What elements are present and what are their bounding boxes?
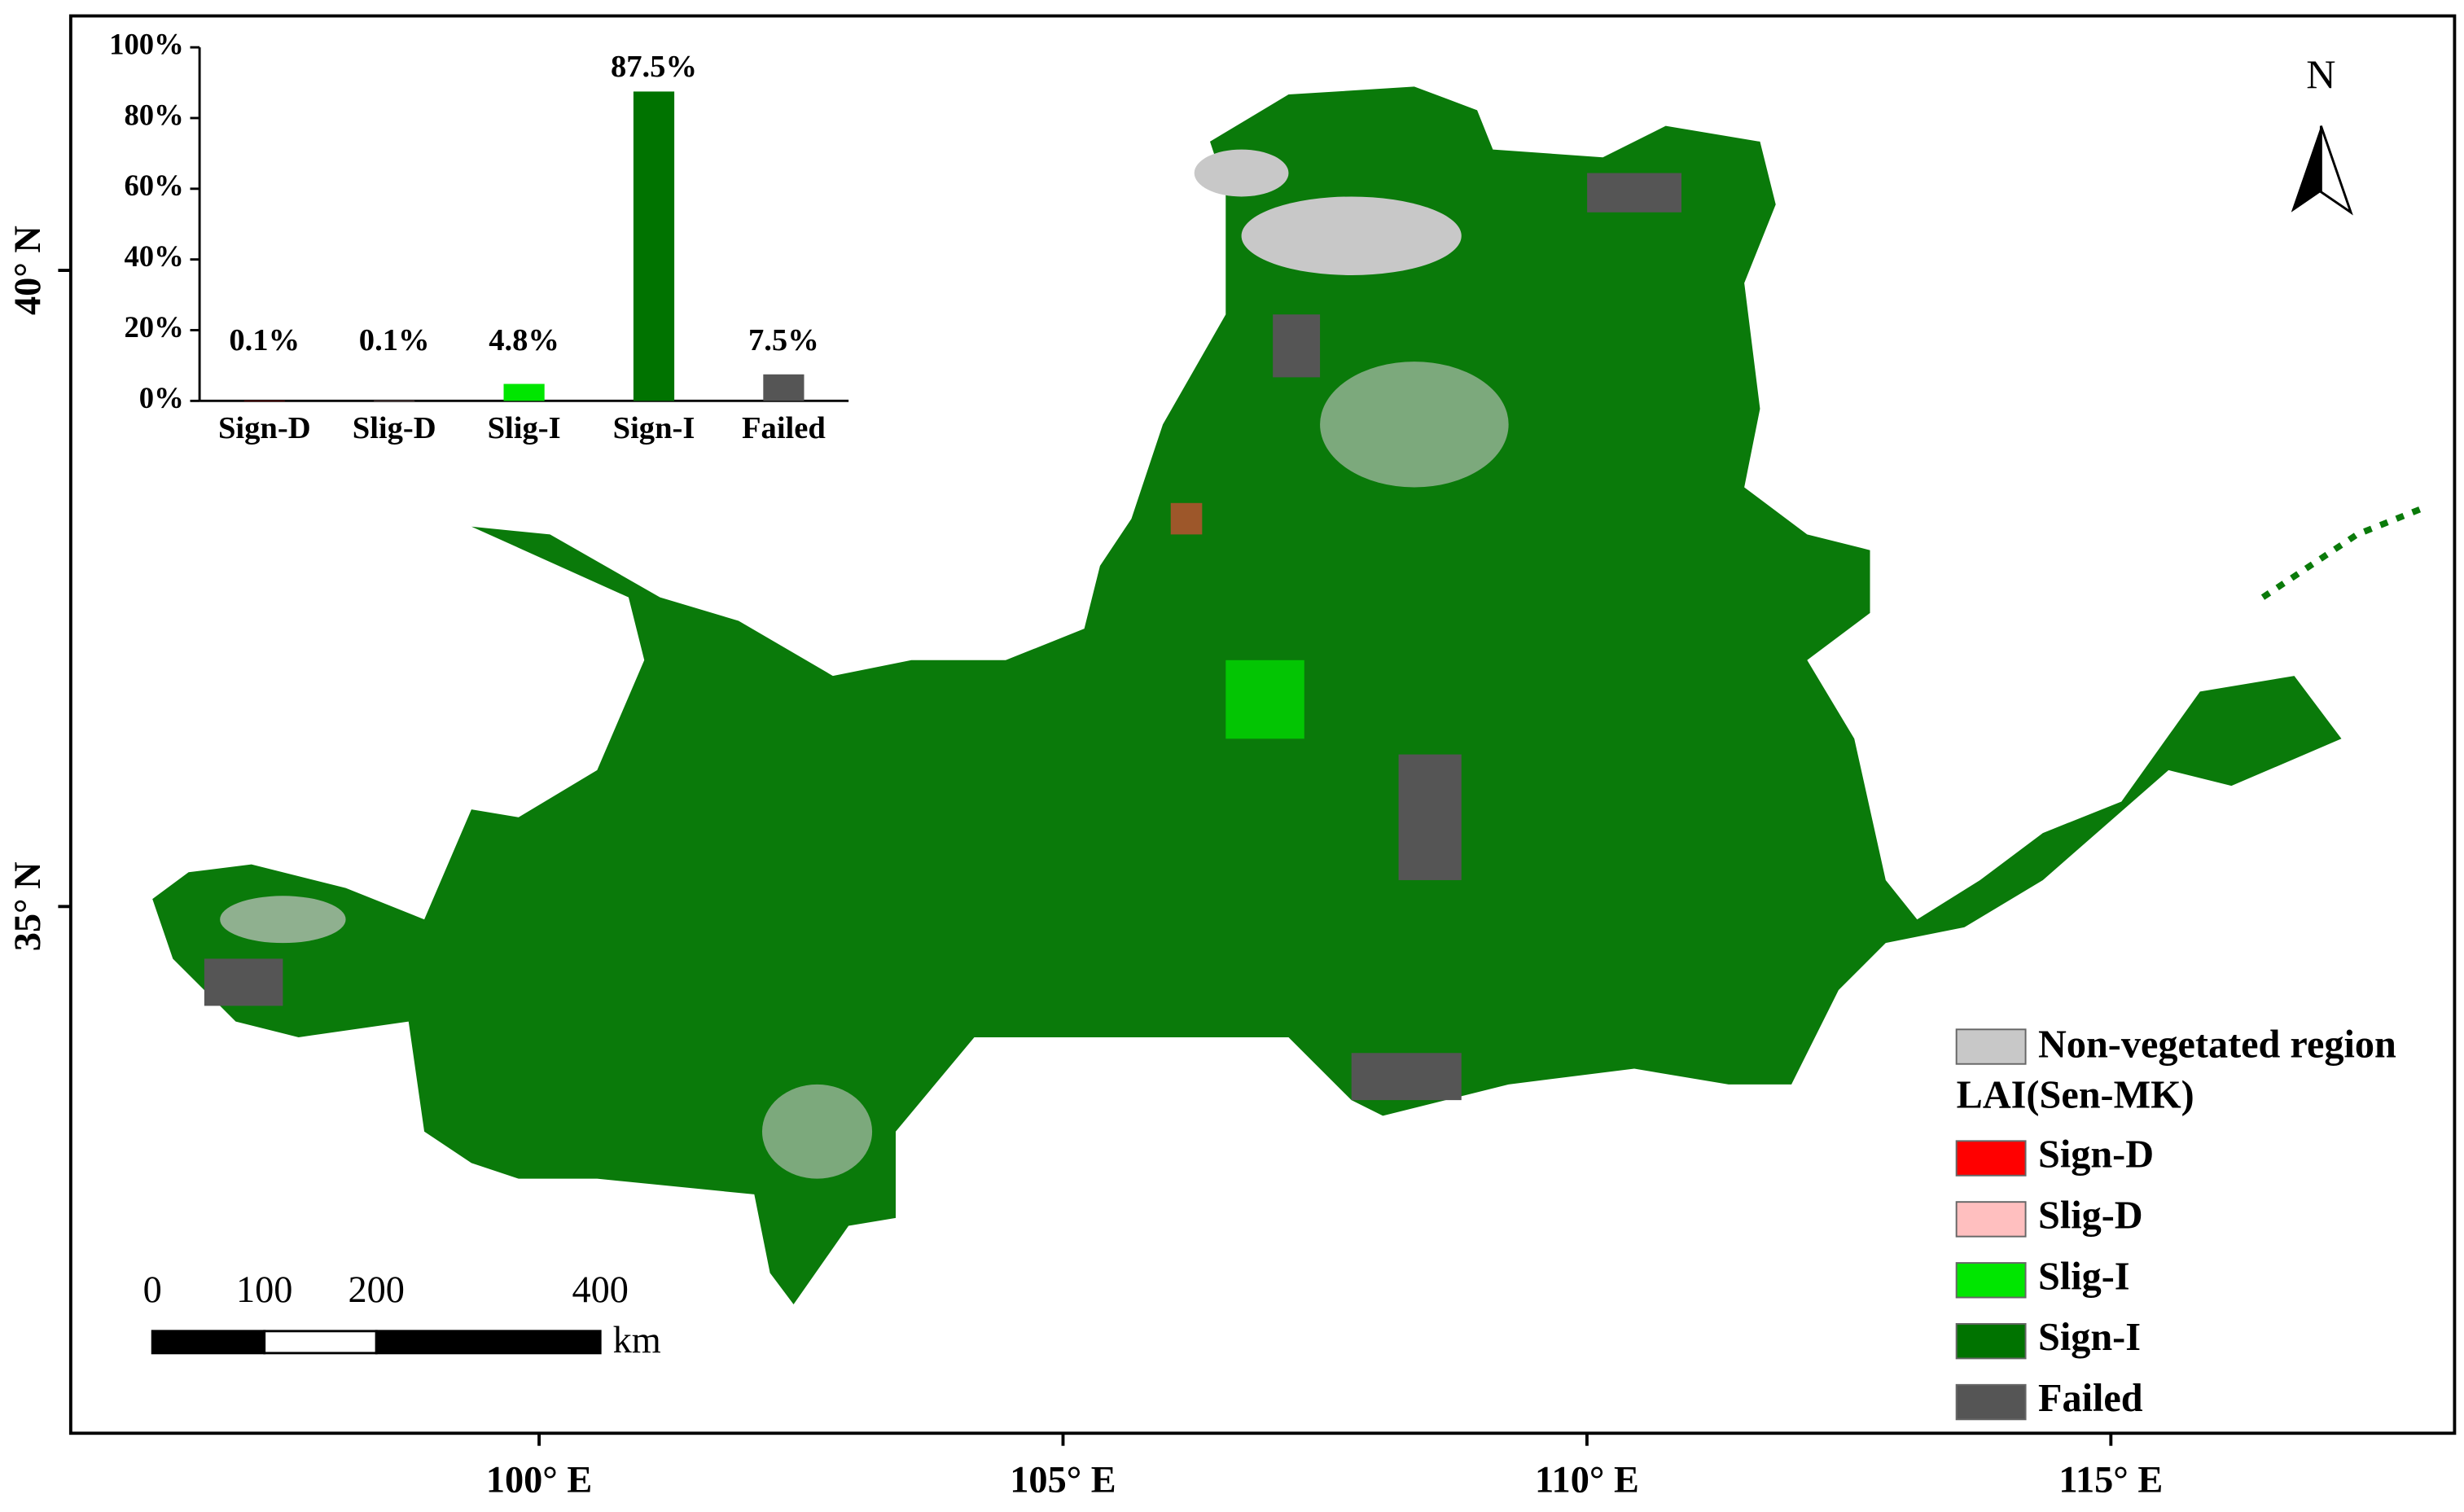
failed-patch [1351,1053,1462,1101]
non-veg-patch [220,896,346,944]
region [152,86,2430,1305]
legend-label: Failed [2038,1377,2143,1420]
north-arrow-right [2319,125,2353,216]
scale-segment [375,1330,602,1355]
scale-label: 100 [236,1269,292,1311]
value-label: 0.1% [359,323,430,357]
y-tick-label: 0% [139,381,184,414]
value-label: 4.8% [489,323,559,357]
scale-segment [151,1330,266,1355]
sign-d-patch [1170,502,1203,535]
y-tick-label: 60% [124,169,183,202]
region-strip [2260,503,2430,600]
scale-label: 400 [572,1269,628,1311]
non-veg-patch [1194,149,1289,197]
value-label: 0.1% [229,323,300,357]
bar [633,91,675,401]
x-tick-label: 110° E [1535,1460,1639,1501]
scale-segment [263,1330,378,1355]
y-tick-label: 40% [124,239,183,273]
x-tick-label: 115° E [2058,1460,2163,1501]
legend-label: Slig-I [2038,1255,2130,1298]
legend-swatch [1955,1028,2027,1065]
legend-swatch [1955,1383,2027,1421]
value-label: 87.5% [611,50,697,84]
x-tick-label: Slig-D [353,411,436,445]
bar [763,374,805,401]
legend-label: Slig-D [2038,1194,2143,1237]
y-tick-label: 35° N [7,861,49,951]
y-tick-label: 20% [124,310,183,344]
non-veg-patch [1241,196,1462,275]
legend-label: Sign-I [2038,1316,2141,1359]
non-veg-patch [761,1084,873,1179]
y-tick-label: 80% [124,98,183,131]
scale-unit: km [613,1320,661,1361]
scale-label: 200 [348,1269,404,1311]
y-tick-label: 40° N [7,226,49,315]
slig-i-patch [1225,660,1304,739]
failed-patch [1398,754,1462,880]
bar [503,383,545,401]
failed-patch [204,958,283,1006]
legend-title: LAI(Sen-MK) [1957,1073,2194,1116]
x-tick-label: Sign-I [613,411,695,445]
x-tick-label: 100° E [486,1460,592,1501]
value-label: 7.5% [748,323,819,357]
failed-patch [1587,173,1681,213]
y-tick-label: 100% [109,28,184,61]
failed-patch [1273,314,1321,378]
x-tick-label: Slig-I [488,411,561,445]
non-veg-patch [1320,362,1509,488]
legend-swatch [1955,1262,2027,1299]
scale-label: 0 [143,1269,162,1311]
x-tick-label: Failed [742,411,826,445]
legend-swatch [1955,1322,2027,1360]
north-label: N [2306,51,2335,97]
legend-label: Non-vegetated region [2038,1023,2396,1067]
north-arrow: N [2291,51,2353,216]
legend-swatch [1955,1140,2027,1177]
x-tick-label: Sign-D [218,411,311,445]
legend-swatch [1955,1201,2027,1238]
legend-label: Sign-D [2038,1133,2154,1177]
x-tick-label: 105° E [1010,1460,1116,1501]
